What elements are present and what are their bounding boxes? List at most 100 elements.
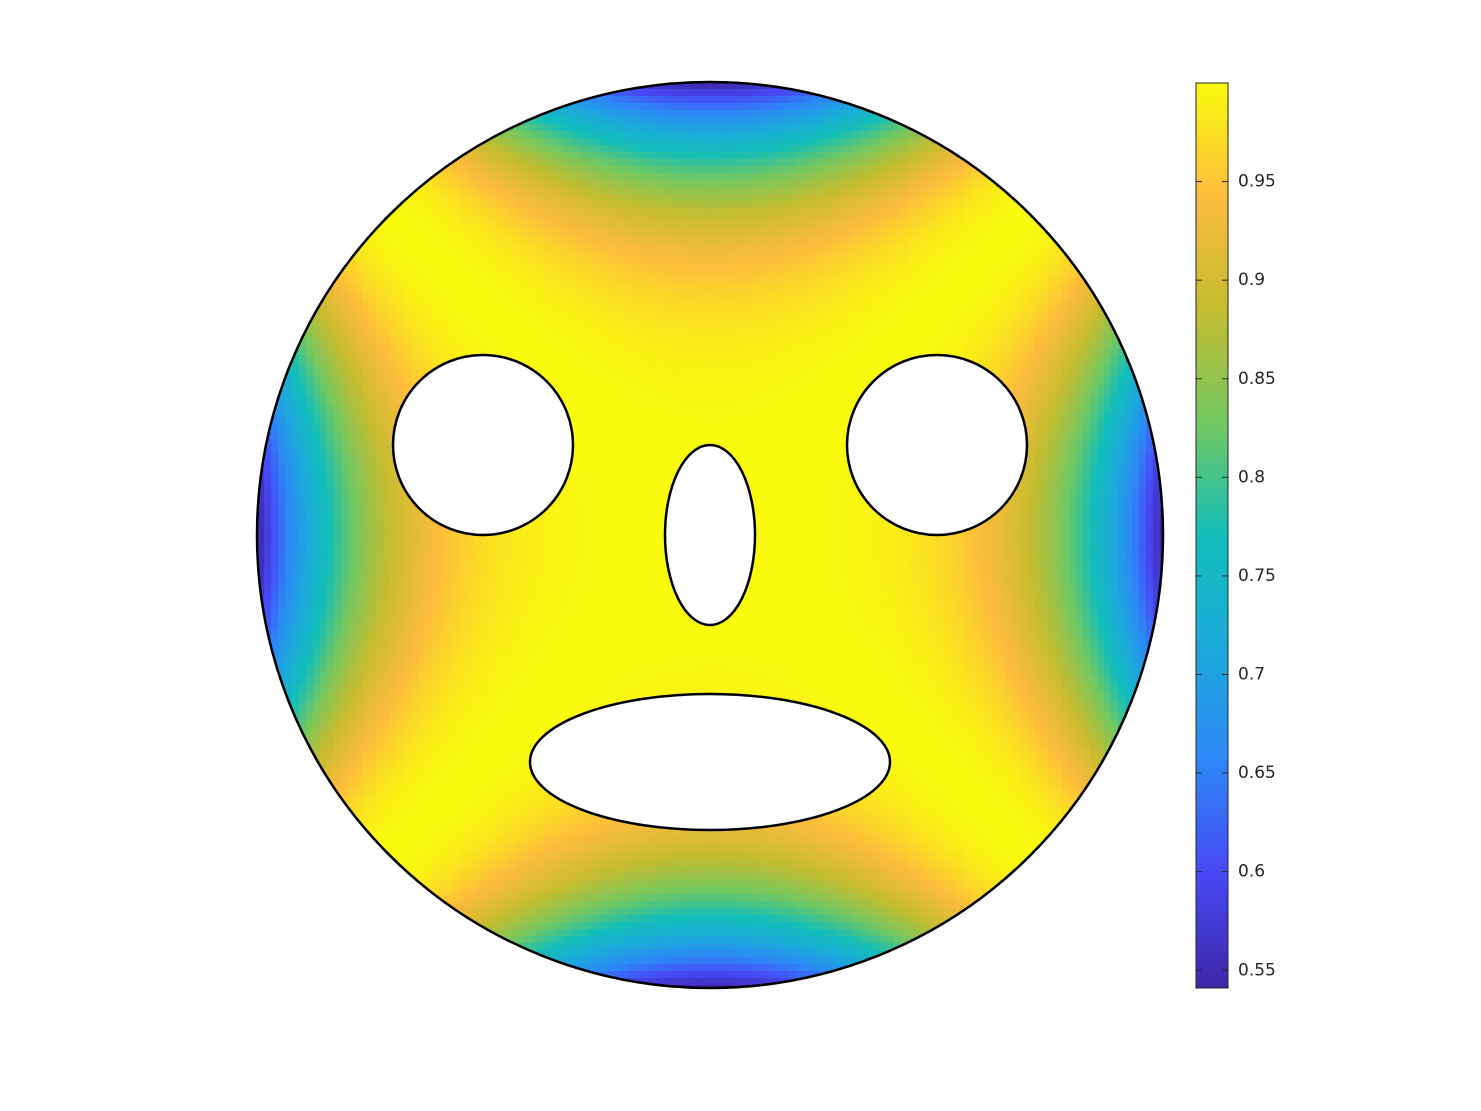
field-cell [803,138,811,146]
field-cell [369,418,377,426]
field-cell [418,285,426,293]
field-cell [621,334,629,342]
field-cell [712,257,720,265]
field-cell [509,285,517,293]
field-cell [922,250,930,258]
field-cell [908,306,916,314]
field-cell [803,369,811,377]
field-cell [866,229,874,237]
field-cell [894,306,902,314]
field-cell [803,145,811,153]
field-cell [551,166,559,174]
field-cell [775,397,783,405]
field-cell [593,194,601,202]
field-cell [719,278,727,286]
field-cell [705,397,713,405]
field-cell [845,285,853,293]
field-cell [593,348,601,356]
field-cell [684,229,692,237]
field-cell [607,187,615,195]
field-cell [726,117,734,125]
field-cell [446,264,454,272]
field-cell [943,187,951,195]
field-cell [425,194,433,202]
field-cell [740,411,748,419]
field-cell [754,159,762,167]
field-cell [376,306,384,314]
field-cell [467,194,475,202]
field-cell [831,180,839,188]
field-cell [1034,271,1042,279]
field-cell [789,187,797,195]
field-cell [565,320,573,328]
field-cell [761,257,769,265]
field-cell [642,236,650,244]
field-cell [453,257,461,265]
field-cell [950,138,958,146]
field-cell [740,152,748,160]
field-cell [936,348,944,356]
field-cell [663,355,671,363]
field-cell [789,327,797,335]
field-cell [768,355,776,363]
field-cell [523,145,531,153]
field-cell [614,404,622,412]
field-cell [796,341,804,349]
field-cell [1048,285,1056,293]
field-cell [761,89,769,97]
field-cell [558,208,566,216]
field-cell [901,306,909,314]
field-cell [600,390,608,398]
field-cell [684,264,692,272]
field-cell [1153,418,1161,426]
field-cell [908,320,916,328]
field-cell [453,341,461,349]
field-cell [383,278,391,286]
field-cell [649,327,657,335]
field-cell [824,341,832,349]
field-cell [656,180,664,188]
field-cell [642,194,650,202]
field-cell [747,299,755,307]
field-cell [299,418,307,426]
field-cell [782,180,790,188]
field-cell [670,285,678,293]
field-cell [691,208,699,216]
field-cell [446,348,454,356]
field-cell [880,334,888,342]
field-cell [684,278,692,286]
field-cell [446,257,454,265]
field-cell [901,341,909,349]
field-cell [705,362,713,370]
field-cell [985,313,993,321]
field-cell [726,131,734,139]
field-cell [1048,397,1056,405]
field-cell [957,334,965,342]
field-cell [1125,397,1133,405]
field-cell [782,243,790,251]
field-cell [628,96,636,104]
field-cell [558,278,566,286]
field-cell [936,201,944,209]
field-cell [705,355,713,363]
field-cell [299,355,307,363]
field-cell [1013,236,1021,244]
field-cell [740,355,748,363]
field-cell [733,425,741,433]
field-cell [565,229,573,237]
field-cell [1062,390,1070,398]
field-cell [670,327,678,335]
field-cell [530,229,538,237]
field-cell [516,236,524,244]
field-cell [320,299,328,307]
field-cell [460,320,468,328]
field-cell [481,313,489,321]
field-cell [943,208,951,216]
field-cell [635,362,643,370]
field-cell [537,355,545,363]
field-cell [915,348,923,356]
field-cell [845,348,853,356]
field-cell [383,348,391,356]
field-cell [691,320,699,328]
field-cell [789,110,797,118]
